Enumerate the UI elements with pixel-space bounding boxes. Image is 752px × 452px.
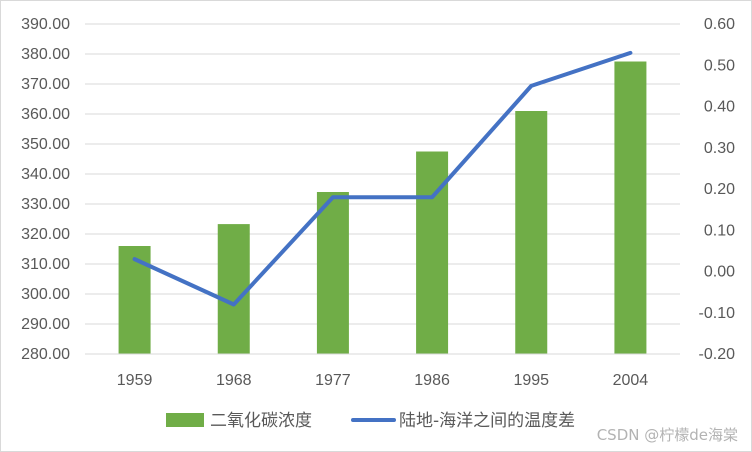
x-tick-label: 1977	[315, 372, 351, 389]
left-y-axis-ticks: 280.00 290.00 300.00 310.00 320.00 330.00 340.…	[21, 16, 70, 363]
line-series	[132, 50, 633, 307]
right-y-tick-label: -0.20	[699, 346, 736, 363]
left-y-tick-label: 300.00	[21, 286, 70, 303]
left-y-tick-label: 370.00	[21, 76, 70, 93]
bar-2004	[614, 61, 647, 354]
legend: 二氧化碳浓度 陆地-海洋之间的温度差	[166, 411, 575, 431]
left-y-tick-label: 350.00	[21, 136, 70, 153]
left-y-tick-label: 390.00	[21, 16, 70, 33]
right-y-tick-label: 0.40	[704, 99, 735, 116]
right-y-tick-label: 0.30	[704, 140, 735, 157]
x-tick-label: 1968	[216, 372, 252, 389]
x-tick-label: 1959	[117, 372, 153, 389]
bar-1977	[316, 192, 349, 354]
left-y-tick-label: 330.00	[21, 196, 70, 213]
right-y-tick-label: 0.10	[704, 222, 735, 239]
right-y-tick-label: -0.10	[699, 305, 736, 322]
left-y-tick-label: 360.00	[21, 106, 70, 123]
x-axis: 1959 1968 1977 1986 1995 2004	[85, 353, 680, 389]
legend-line-label: 陆地-海洋之间的温度差	[399, 411, 575, 431]
right-y-tick-label: 0.60	[704, 16, 735, 33]
x-tick-label: 1995	[513, 372, 549, 389]
left-y-tick-label: 290.00	[21, 316, 70, 333]
left-y-tick-label: 340.00	[21, 166, 70, 183]
left-y-tick-label: 310.00	[21, 256, 70, 273]
right-y-tick-label: 0.50	[704, 57, 735, 74]
left-y-tick-label: 320.00	[21, 226, 70, 243]
watermark-text: CSDN @柠檬de海棠	[597, 426, 738, 444]
right-y-tick-label: 0.20	[704, 181, 735, 198]
right-y-tick-label: 0.00	[704, 264, 735, 281]
right-y-axis-ticks: -0.20 -0.10 0.00 0.10 0.20 0.30 0.40 0.50 0.60	[699, 16, 736, 363]
temperature-difference-line	[132, 50, 633, 307]
gridlines	[85, 23, 680, 325]
x-tick-label: 2004	[613, 372, 649, 389]
x-tick-label: 1986	[414, 372, 450, 389]
left-y-tick-label: 380.00	[21, 46, 70, 63]
legend-bar-swatch	[166, 413, 204, 427]
bar-1968	[217, 224, 250, 354]
bar-1995	[515, 111, 548, 354]
legend-bar-label: 二氧化碳浓度	[210, 411, 312, 431]
left-y-tick-label: 280.00	[21, 346, 70, 363]
